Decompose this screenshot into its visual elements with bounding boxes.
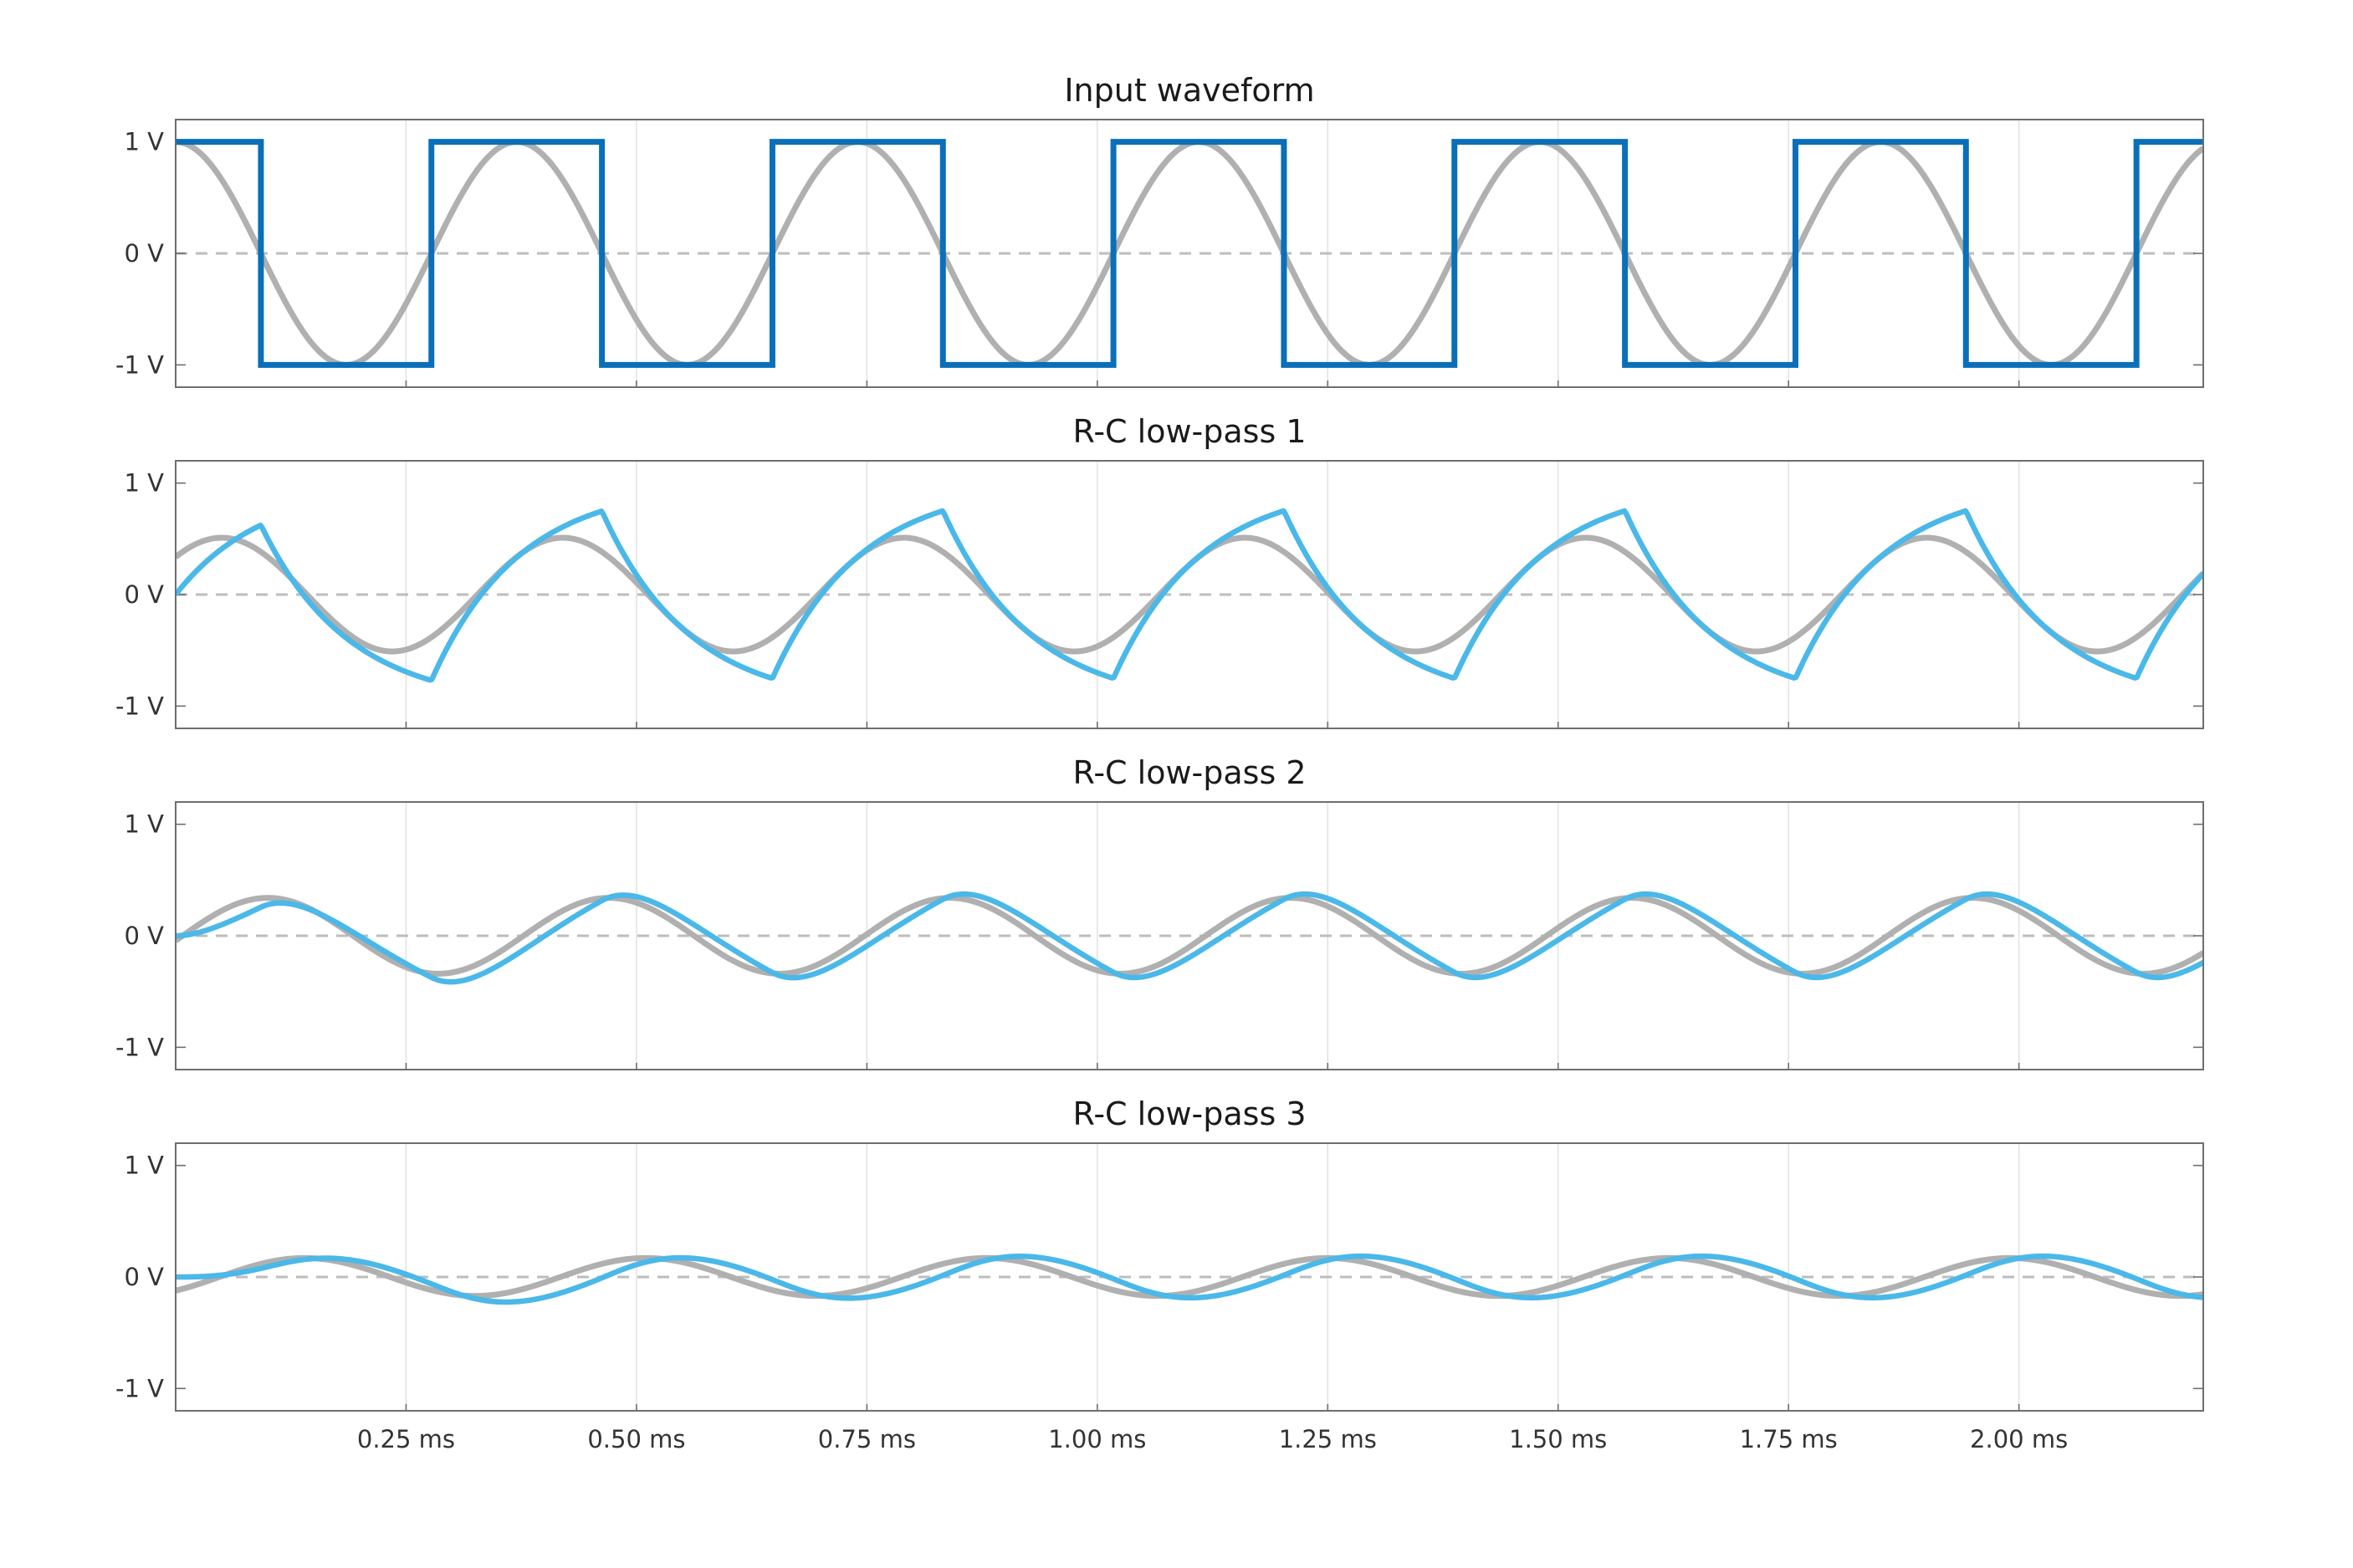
x-tick-label: 0.50 ms bbox=[587, 1425, 685, 1453]
plot-frame bbox=[175, 119, 2204, 388]
panel-3: R-C low-pass 2 1 V 0 V -1 V bbox=[115, 754, 2204, 1070]
x-tick-label: 0.75 ms bbox=[818, 1425, 916, 1453]
x-tick-label: 1.75 ms bbox=[1740, 1425, 1838, 1453]
x-tick-label: 1.00 ms bbox=[1048, 1425, 1146, 1453]
plot-area bbox=[176, 1253, 2203, 1305]
reference-sine-series bbox=[176, 895, 2203, 977]
y-tick-label: -1 V bbox=[115, 692, 164, 720]
filtered-output-series bbox=[176, 508, 2203, 683]
y-tick-label: 0 V bbox=[124, 922, 164, 950]
panel-title: R-C low-pass 3 bbox=[1072, 1096, 1306, 1132]
x-tick-label: 2.00 ms bbox=[1970, 1425, 2068, 1453]
x-tick-label: 1.25 ms bbox=[1279, 1425, 1377, 1453]
y-tick-label: -1 V bbox=[115, 1033, 164, 1061]
plot-frame bbox=[175, 1142, 2204, 1412]
reference-sine-series bbox=[176, 1254, 2203, 1300]
filtered-output-series bbox=[176, 1253, 2203, 1305]
panel-title: R-C low-pass 1 bbox=[1072, 413, 1306, 450]
x-tick-label: 1.50 ms bbox=[1509, 1425, 1607, 1453]
panel-1: Input waveform 1 V 0 V -1 V bbox=[115, 72, 2204, 388]
y-tick-label: 1 V bbox=[124, 810, 164, 839]
square-wave-series bbox=[176, 139, 2203, 368]
plot-area bbox=[176, 508, 2203, 683]
y-tick-label: 1 V bbox=[124, 469, 164, 498]
panel-title: R-C low-pass 2 bbox=[1072, 754, 1306, 791]
panels-group: Input waveform 1 V 0 V -1 V R-C low-pass 1 1 … bbox=[115, 72, 2204, 1453]
panel-title: Input waveform bbox=[1064, 72, 1314, 109]
filtered-output-series bbox=[176, 891, 2203, 985]
x-tick-label: 0.25 ms bbox=[357, 1425, 455, 1453]
y-tick-label: 1 V bbox=[124, 128, 164, 156]
plot-frame bbox=[175, 460, 2204, 729]
panel-2: R-C low-pass 1 1 V 0 V -1 V bbox=[115, 413, 2204, 729]
y-tick-label: 0 V bbox=[124, 239, 164, 268]
y-tick-label: -1 V bbox=[115, 1374, 164, 1402]
y-tick-label: -1 V bbox=[115, 350, 164, 379]
y-tick-label: 0 V bbox=[124, 1263, 164, 1291]
plot-area bbox=[176, 139, 2203, 368]
panel-4: R-C low-pass 3 1 V 0 V -1 V 0.25 ms 0.50 ms 0.… bbox=[115, 1096, 2204, 1453]
y-tick-label: 1 V bbox=[124, 1152, 164, 1180]
plot-area bbox=[176, 891, 2203, 985]
plot-frame bbox=[175, 801, 2204, 1070]
y-tick-label: 0 V bbox=[124, 580, 164, 609]
